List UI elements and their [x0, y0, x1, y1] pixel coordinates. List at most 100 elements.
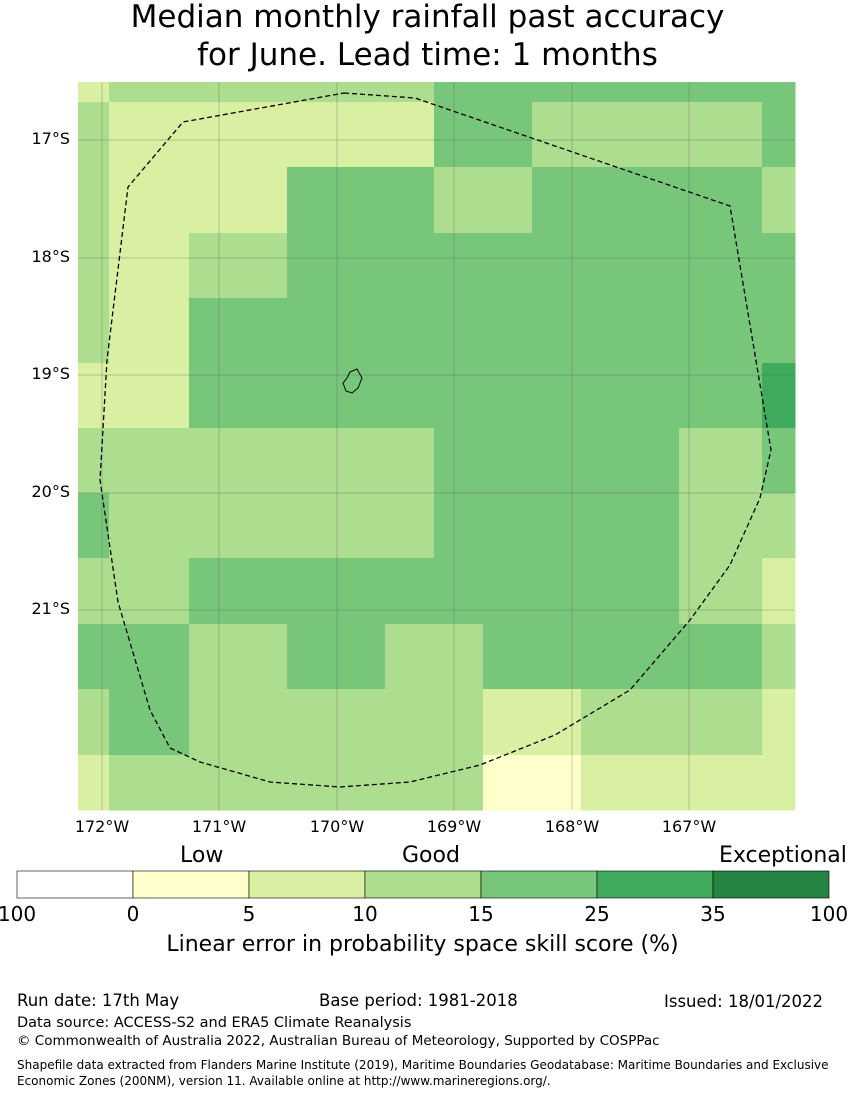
skill-cell — [532, 82, 582, 103]
colorbar-tick: 100 — [809, 902, 849, 926]
skill-cell — [630, 102, 680, 168]
skill-cell — [385, 167, 435, 234]
skill-cell — [189, 428, 239, 494]
skill-cell — [434, 689, 484, 756]
skill-cell — [140, 363, 190, 429]
colorbar-tick: 0 — [126, 902, 140, 926]
skill-cell — [630, 167, 680, 234]
lat-label-20s: 20°S — [31, 482, 70, 501]
skill-cell — [78, 755, 110, 811]
skill-cell — [581, 102, 631, 168]
skill-cell — [189, 363, 239, 429]
lon-label-172w: 172°W — [74, 817, 130, 836]
skill-cell — [728, 689, 763, 756]
skill-cell — [189, 493, 239, 559]
skill-cell — [483, 233, 533, 299]
skill-cell — [532, 755, 582, 811]
skill-cell — [385, 233, 435, 299]
colorbar-swatch — [596, 870, 714, 899]
skill-cell — [78, 428, 110, 494]
skill-cell — [762, 428, 796, 494]
skill-cell — [483, 558, 533, 625]
colorbar-swatch — [480, 870, 598, 899]
skill-cell — [728, 558, 763, 625]
colorbar-tick: 5 — [242, 902, 256, 926]
skill-cell — [238, 624, 288, 690]
lon-label-168w: 168°W — [544, 817, 600, 836]
skill-cell — [762, 493, 796, 559]
skill-cell — [434, 82, 484, 103]
skill-cell — [581, 298, 631, 364]
skill-cell — [78, 624, 110, 690]
skill-cell — [630, 363, 680, 429]
colorbar-tick: 25 — [584, 902, 610, 926]
skill-cell — [483, 167, 533, 234]
skill-cell — [109, 689, 141, 756]
skill-cell — [532, 558, 582, 625]
skill-cell — [434, 363, 484, 429]
skill-cell — [762, 298, 796, 364]
skill-cell — [109, 624, 141, 690]
skill-cell — [434, 558, 484, 625]
skill-cell — [532, 102, 582, 168]
skill-cell — [78, 493, 110, 559]
skill-cell — [78, 689, 110, 756]
skill-cell — [385, 102, 435, 168]
skill-cell — [287, 428, 337, 494]
skill-cell — [581, 363, 631, 429]
skill-cell — [630, 233, 680, 299]
skill-cell — [434, 624, 484, 690]
skill-cell — [434, 298, 484, 364]
skill-cell — [287, 167, 337, 234]
skill-cell — [109, 298, 141, 364]
skill-cell — [109, 428, 141, 494]
colorbar-swatch — [16, 870, 134, 899]
skill-cell — [581, 558, 631, 625]
skill-cell — [287, 689, 337, 756]
skill-cell — [762, 233, 796, 299]
skill-cell — [140, 558, 190, 625]
skill-cell — [336, 755, 386, 811]
skill-cell — [140, 493, 190, 559]
skill-cell — [434, 102, 484, 168]
skill-cell — [532, 233, 582, 299]
lon-label-169w: 169°W — [426, 817, 482, 836]
skill-cell — [762, 102, 796, 168]
skill-cell — [109, 558, 141, 625]
lon-label-170w: 170°W — [309, 817, 365, 836]
skill-cell — [109, 233, 141, 299]
skill-cell — [336, 233, 386, 299]
skill-cell — [336, 82, 386, 103]
colorbar-tick: 10 — [352, 902, 378, 926]
skill-cell — [140, 624, 190, 690]
skill-cell — [434, 233, 484, 299]
skill-cell — [336, 363, 386, 429]
skill-cell — [728, 102, 763, 168]
skill-cell — [630, 298, 680, 364]
skill-cell — [728, 428, 763, 494]
colorbar — [16, 870, 830, 899]
skill-cell — [189, 689, 239, 756]
skill-cell — [630, 428, 680, 494]
skill-cell — [287, 558, 337, 625]
skill-cell — [287, 755, 337, 811]
skill-cell — [630, 755, 680, 811]
skill-cell — [630, 689, 680, 756]
skill-cell — [78, 558, 110, 625]
skill-cell — [78, 233, 110, 299]
skill-cell — [762, 624, 796, 690]
skill-cell — [238, 102, 288, 168]
skill-cell — [238, 167, 288, 234]
skill-cell — [238, 689, 288, 756]
skill-cell — [483, 102, 533, 168]
skill-cell — [109, 102, 141, 168]
skill-cell — [581, 755, 631, 811]
skill-cell — [434, 755, 484, 811]
skill-cell — [762, 689, 796, 756]
data-source: Data source: ACCESS-S2 and ERA5 Climate … — [17, 1015, 412, 1031]
skill-cell — [679, 493, 729, 559]
skill-cell — [109, 363, 141, 429]
skill-cell — [679, 755, 729, 811]
category-good: Good — [402, 843, 460, 868]
